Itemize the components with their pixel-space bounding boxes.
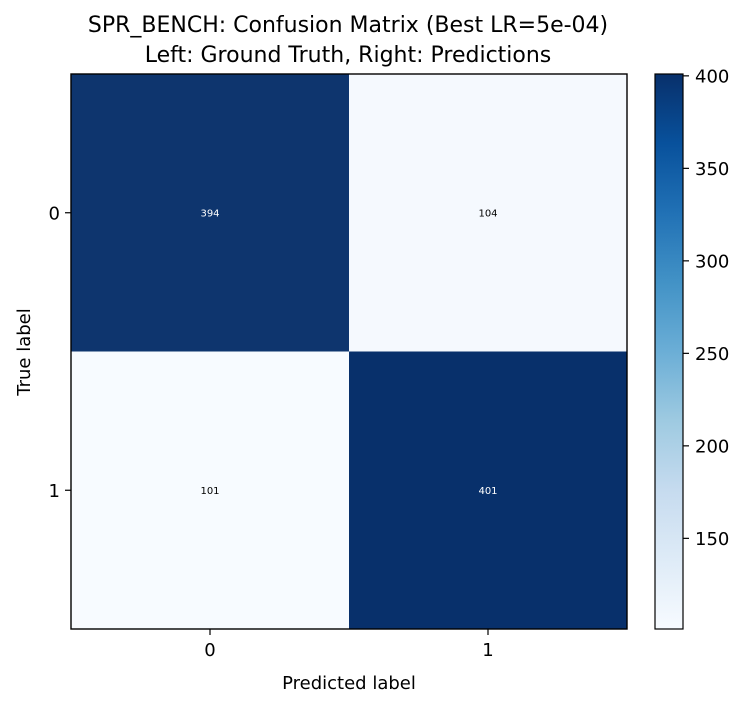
colorbar-tick-label: 150	[695, 529, 729, 550]
x-tick-label: 1	[482, 640, 493, 661]
y-axis-ticks: 01	[49, 203, 71, 502]
y-axis-label: True label	[14, 308, 35, 397]
x-axis-label: Predicted label	[282, 673, 416, 694]
chart-title: SPR_BENCH: Confusion Matrix (Best LR=5e-…	[88, 13, 608, 38]
y-tick-label: 1	[49, 481, 60, 502]
heatmap-cell	[71, 351, 349, 629]
colorbar-tick-label: 200	[695, 436, 729, 457]
heatmap-cells: 394 104 101 401	[71, 74, 627, 629]
colorbar-ticks: 150 200 250 300 350 400	[683, 66, 729, 550]
chart-subtitle: Left: Ground Truth, Right: Predictions	[145, 43, 552, 68]
cell-value-label: 104	[478, 208, 497, 219]
colorbar-tick-label: 250	[695, 344, 729, 365]
y-tick-label: 0	[49, 203, 60, 224]
colorbar	[654, 73, 684, 630]
heatmap-cell	[349, 351, 627, 629]
heatmap-cell	[71, 74, 349, 352]
colorbar-tick-label: 350	[695, 159, 729, 180]
x-tick-label: 0	[204, 640, 215, 661]
plot-frame	[70, 73, 628, 630]
cell-value-label: 401	[478, 486, 497, 497]
cell-value-label: 101	[200, 486, 219, 497]
cell-value-label: 394	[200, 208, 219, 219]
heatmap-cell	[349, 74, 627, 352]
colorbar-tick-label: 300	[695, 251, 729, 272]
colorbar-tick-label: 400	[695, 66, 729, 87]
